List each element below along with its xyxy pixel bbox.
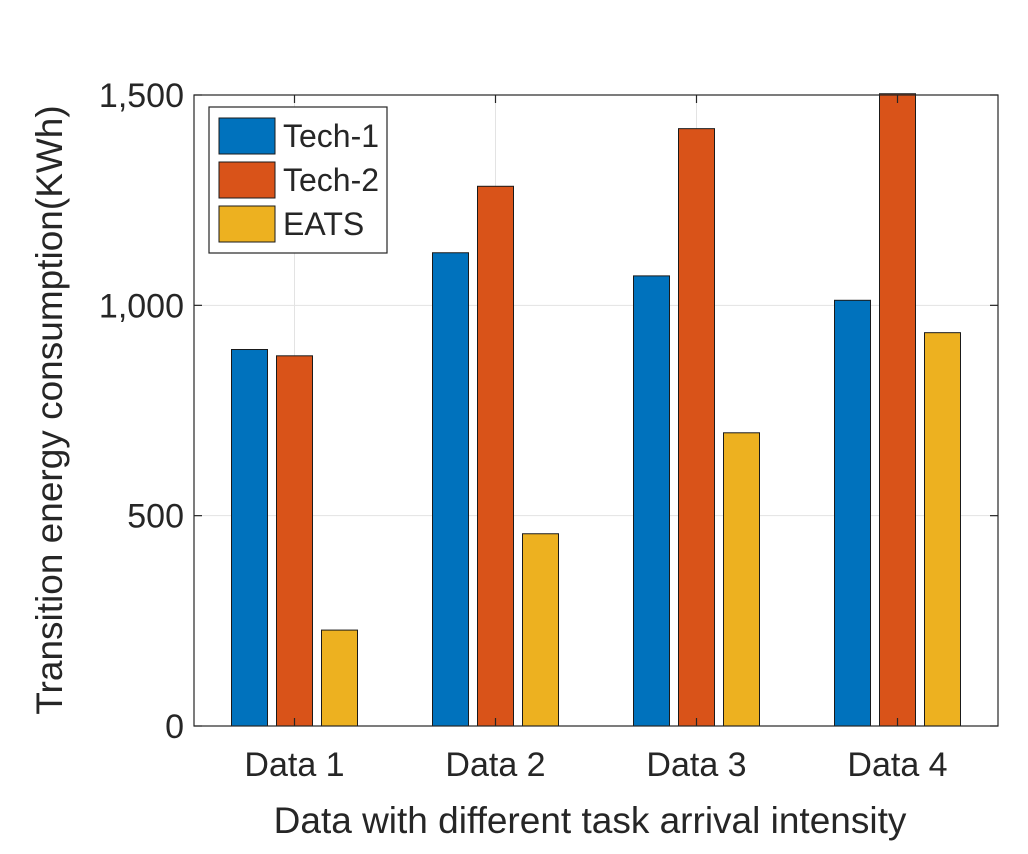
bar-tech-2-data-4 (879, 93, 916, 727)
y-tick-labels: 0 500 1,000 1,500 (99, 77, 184, 746)
axis-ticks (194, 94, 998, 727)
y-axis-label: Transition energy consumption(KWh) (29, 105, 70, 714)
legend-swatch-tech-1 (218, 117, 276, 155)
legend: Tech-1 Tech-2 EATS (208, 106, 388, 254)
bar-eats-data-4 (924, 332, 961, 727)
bar-eats-data-2 (522, 533, 559, 727)
x-tick-label: Data 4 (847, 746, 947, 784)
bar-tech-2-data-3 (678, 128, 715, 727)
bar-tech-1-data-4 (834, 299, 871, 727)
x-tick-labels: Data 1 Data 2 Data 3 Data 4 (244, 746, 947, 784)
bar-tech-1-data-1 (231, 349, 268, 727)
x-tick-label: Data 3 (646, 746, 746, 784)
y-tick-label: 0 (165, 708, 184, 746)
bar-tech-1-data-2 (432, 252, 469, 727)
bar-tech-2-data-1 (276, 355, 313, 727)
bar-eats-data-3 (723, 432, 760, 727)
legend-label-eats: EATS (283, 206, 364, 242)
x-tick-label: Data 1 (244, 746, 344, 784)
legend-label-tech-2: Tech-2 (283, 162, 379, 198)
bar-tech-1-data-3 (633, 275, 670, 727)
bar-eats-data-1 (321, 629, 358, 727)
y-tick-label: 500 (127, 498, 184, 536)
legend-label-tech-1: Tech-1 (283, 118, 379, 154)
legend-swatch-tech-2 (218, 161, 276, 199)
bars (231, 93, 961, 727)
legend-swatch-eats (218, 205, 276, 243)
y-tick-label: 1,500 (99, 77, 184, 115)
plot-area-frame (193, 94, 999, 727)
y-tick-label: 1,000 (99, 287, 184, 325)
x-axis-label: Data with different task arrival intensi… (274, 800, 907, 841)
bar-tech-2-data-2 (477, 185, 514, 727)
x-tick-label: Data 2 (445, 746, 545, 784)
